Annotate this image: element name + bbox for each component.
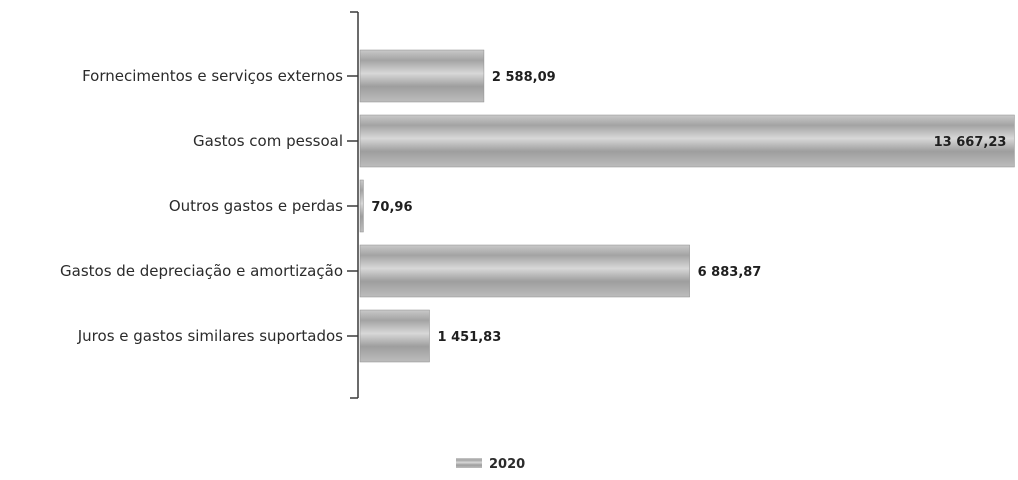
bar [359,244,690,298]
value-label: 6 883,87 [698,265,762,280]
value-label: 13 667,23 [934,135,1007,150]
legend-swatch [456,458,482,468]
category-label: Juros e gastos similares suportados [77,327,343,345]
bar [359,49,485,103]
value-label: 1 451,83 [438,330,502,345]
legend: 2020 [456,457,525,472]
bar [359,309,430,363]
category-label: Fornecimentos e serviços externos [82,67,343,85]
bar [359,114,1015,168]
category-label: Gastos com pessoal [193,132,343,150]
value-label: 2 588,09 [492,70,556,85]
bar [359,179,364,233]
legend-label-2020: 2020 [489,457,525,472]
category-label: Outros gastos e perdas [169,197,343,215]
value-label: 70,96 [371,200,412,215]
category-label: Gastos de depreciação e amortização [60,262,343,280]
